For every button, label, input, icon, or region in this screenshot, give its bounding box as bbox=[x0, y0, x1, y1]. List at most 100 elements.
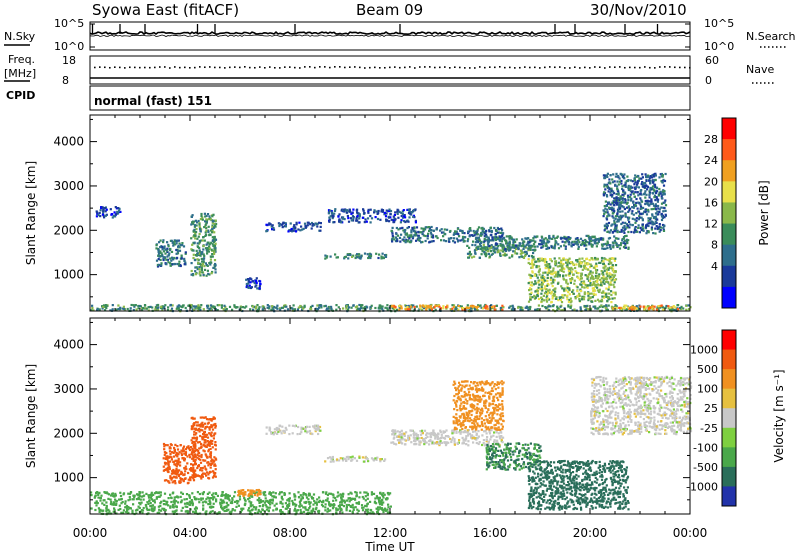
power-echo-cell bbox=[381, 210, 384, 213]
velocity-echo-cell bbox=[201, 466, 204, 470]
power-echo-cell bbox=[170, 250, 174, 253]
velocity-echo-cell bbox=[201, 416, 204, 419]
power-echo-cell bbox=[412, 235, 415, 238]
power-echo-cell bbox=[399, 227, 402, 230]
velocity-echo-cell bbox=[166, 444, 169, 447]
power-echo-cell bbox=[557, 243, 560, 246]
velocity-echo-cell bbox=[171, 451, 174, 454]
power-echo-cell bbox=[595, 271, 598, 274]
power-echo-cell bbox=[631, 180, 634, 183]
power-echo-cell bbox=[476, 228, 479, 231]
power-echo-cell bbox=[669, 308, 672, 311]
power-echo-cell bbox=[637, 194, 640, 197]
velocity-echo-cell bbox=[281, 510, 284, 514]
velocity-echo-cell bbox=[231, 497, 234, 500]
power-echo-cell bbox=[623, 228, 626, 231]
power-echo-cell bbox=[660, 226, 663, 229]
velocity-echo-cell bbox=[303, 501, 306, 504]
power-echo-cell bbox=[622, 214, 625, 217]
velocity-echo-cell bbox=[288, 497, 291, 500]
power-echo-cell bbox=[556, 282, 560, 285]
power-echo-cell bbox=[550, 301, 553, 304]
velocity-echo-cell bbox=[255, 491, 258, 494]
power-echo-cell bbox=[346, 304, 349, 307]
power-echo-cell bbox=[663, 207, 666, 210]
power-echo-cell bbox=[637, 226, 640, 229]
power-echo-cell bbox=[603, 205, 606, 208]
power-echo-cell bbox=[247, 279, 250, 282]
power-echo-cell bbox=[193, 241, 196, 244]
power-echo-cell bbox=[515, 247, 518, 250]
velocity-echo-cell bbox=[204, 472, 207, 475]
power-echo-cell bbox=[116, 212, 119, 215]
velocity-echo-cell bbox=[309, 501, 312, 504]
power-echo-cell bbox=[555, 262, 558, 265]
velocity-echo-cell bbox=[149, 496, 153, 499]
power-echo-cell bbox=[610, 293, 613, 297]
power-echo-cell bbox=[625, 234, 628, 237]
velocity-echo-cell bbox=[208, 497, 211, 500]
nave-point bbox=[584, 66, 586, 69]
power-echo-cell bbox=[424, 234, 427, 238]
power-echo-cell bbox=[173, 263, 176, 266]
power-echo-cell bbox=[606, 208, 609, 211]
velocity-echo-cell bbox=[144, 503, 147, 507]
nave-point bbox=[659, 66, 661, 68]
power-echo-cell bbox=[171, 241, 174, 244]
power-echo-cell bbox=[184, 252, 187, 255]
velocity-echo-cell bbox=[186, 509, 189, 513]
power-echo-cell bbox=[420, 231, 423, 234]
power-echo-cell bbox=[538, 265, 541, 268]
power-echo-cell bbox=[590, 243, 593, 246]
power-echo-cell bbox=[575, 259, 578, 262]
power-echo-cell bbox=[656, 210, 659, 213]
power-echo-cell bbox=[115, 207, 118, 210]
power-echo-cell bbox=[266, 306, 269, 309]
power-echo-cell bbox=[578, 265, 581, 268]
power-echo-cell bbox=[645, 178, 648, 181]
velocity-echo-cell bbox=[222, 494, 225, 497]
velocity-echo-cell bbox=[187, 478, 190, 481]
power-echo-cell bbox=[381, 209, 385, 212]
nave-point bbox=[394, 66, 396, 68]
power-echo-cell bbox=[530, 262, 534, 265]
velocity-echo-cell bbox=[320, 503, 324, 506]
power-echo-cell bbox=[403, 239, 406, 243]
power-echo-cell bbox=[612, 173, 615, 176]
velocity-echo-cell bbox=[190, 467, 193, 470]
power-echo-cell bbox=[209, 263, 212, 266]
power-echo-cell bbox=[578, 294, 581, 297]
power-echo-cell bbox=[560, 237, 563, 240]
power-echo-cell bbox=[104, 210, 107, 213]
power-echo-cell bbox=[234, 306, 238, 309]
power-echo-cell bbox=[601, 247, 604, 250]
power-echo-cell bbox=[460, 305, 463, 308]
power-echo-cell bbox=[584, 274, 587, 277]
power-echo-cell bbox=[603, 177, 606, 180]
power-echo-cell bbox=[366, 253, 369, 256]
power-echo-cell bbox=[643, 210, 646, 213]
power-echo-cell bbox=[280, 223, 283, 226]
power-echo-cell bbox=[325, 256, 328, 259]
power-echo-cell bbox=[545, 247, 548, 250]
velocity-echo-cell bbox=[350, 492, 353, 495]
power-echo-cell bbox=[625, 240, 629, 243]
velocity-echo-cell bbox=[111, 492, 114, 495]
power-echo-cell bbox=[594, 274, 597, 277]
power-echo-cell bbox=[603, 191, 606, 194]
velocity-echo-cell bbox=[327, 501, 331, 504]
velocity-echo-cell bbox=[145, 492, 148, 495]
power-echo-cell bbox=[611, 206, 614, 209]
power-echo-cell bbox=[559, 299, 562, 302]
power-echo-cell bbox=[660, 206, 663, 209]
power-echo-cell bbox=[492, 245, 495, 249]
velocity-echo-cell bbox=[327, 509, 330, 512]
nave-point bbox=[324, 66, 326, 68]
power-echo-cell bbox=[422, 305, 425, 308]
power-echo-cell bbox=[574, 270, 577, 273]
velocity-echo-cell bbox=[149, 502, 152, 505]
velocity-echo-cell bbox=[326, 499, 329, 502]
velocity-echo-cell bbox=[157, 495, 160, 498]
power-echo-cell bbox=[119, 210, 122, 213]
